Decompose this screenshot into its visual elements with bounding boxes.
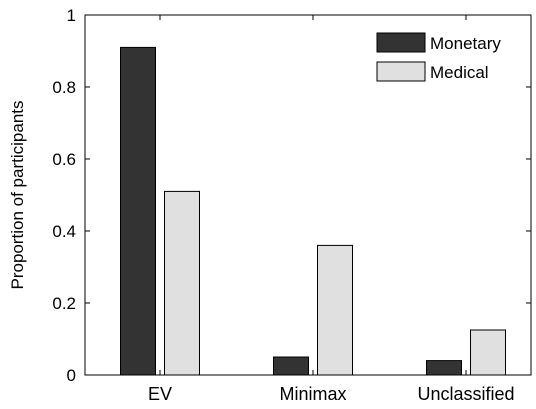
y-tick-label: 0.4 (52, 222, 76, 241)
bar-medical-ev (164, 190, 200, 376)
x-tick-label: Unclassified (417, 384, 514, 404)
legend-label-medical: Medical (430, 63, 489, 82)
legend: Monetary Medical (376, 32, 501, 82)
bar-medical-minimax (317, 244, 353, 376)
y-tick-label: 0.6 (52, 150, 76, 169)
x-axis: EV Minimax Unclassified (148, 15, 515, 404)
legend-swatch-medical (376, 61, 426, 82)
y-tick-label: 0.2 (52, 294, 76, 313)
x-tick-label: EV (148, 384, 172, 404)
bar-monetary-unclassified (426, 360, 462, 376)
y-tick-label: 0 (67, 366, 76, 385)
legend-swatch-monetary (376, 32, 426, 53)
y-axis-label: Proportion of participants (8, 101, 27, 290)
bar-monetary-ev (120, 46, 156, 376)
plot-frame (84, 14, 532, 376)
bar-medical-unclassified (470, 329, 506, 376)
bars-layer (120, 46, 506, 376)
y-tick-label: 0.8 (52, 78, 76, 97)
x-tick-label: Minimax (279, 384, 346, 404)
y-axis: 0 0.2 0.4 0.6 0.8 1 (52, 6, 531, 385)
legend-label-monetary: Monetary (430, 34, 501, 53)
y-tick-label: 1 (67, 6, 76, 25)
bar-monetary-minimax (273, 356, 309, 376)
